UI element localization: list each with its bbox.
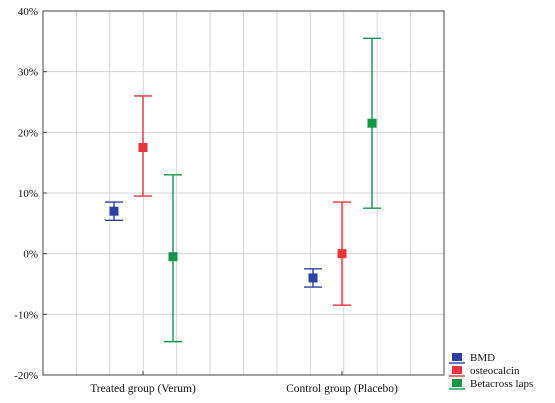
y-tick-label: 0%: [23, 249, 38, 261]
point-bmd-treated-group-verum: [109, 206, 119, 216]
legend-swatch: [452, 353, 462, 361]
legend-item-osteocalcin: osteocalcin: [449, 365, 520, 377]
y-tick-label: 40%: [18, 6, 38, 18]
legend-label: osteocalcin: [470, 365, 520, 377]
legend-item-bmd: BMD: [449, 352, 495, 364]
series-marks: [105, 37, 381, 343]
x-tick-label-treated-group-verum: Treated group (Verum): [90, 383, 196, 395]
point-bmd-control-group-placebo: [308, 273, 318, 283]
series-osteocalcin: [134, 95, 351, 306]
point-osteocalcin-treated-group-verum: [138, 143, 148, 152]
x-tick-label-control-group-placebo: Control group (Placebo): [286, 383, 398, 395]
series-bmd: [105, 201, 322, 288]
point-betacross-laps-treated-group-verum: [168, 252, 178, 262]
y-tick-label: 10%: [18, 188, 38, 200]
y-tick-label: 20%: [18, 127, 38, 139]
legend-label: Betacross laps: [470, 378, 533, 390]
y-tick-label: -20%: [14, 370, 38, 382]
legend-swatch: [452, 379, 462, 387]
point-betacross-laps-control-group-placebo: [367, 118, 377, 128]
x-axis-ticks: Treated group (Verum) Control group (Plac…: [90, 371, 398, 395]
legend-label: BMD: [470, 352, 495, 364]
y-axis-ticks: 40% 30% 20% 10% 0% -10% -20%: [14, 6, 47, 382]
grid-lines: [43, 10, 444, 376]
legend-item-betacross-laps: Betacross laps: [449, 378, 533, 390]
y-tick-label: -10%: [14, 309, 38, 321]
y-tick-label: 30%: [18, 67, 38, 79]
legend-swatch: [452, 366, 462, 374]
point-osteocalcin-control-group-placebo: [337, 249, 347, 259]
series-betacross-laps: [164, 37, 381, 343]
